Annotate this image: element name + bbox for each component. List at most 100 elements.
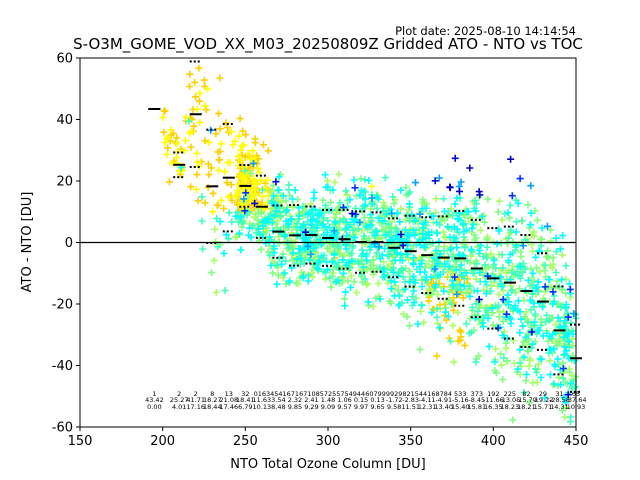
chart-title: S-O3M_GOME_VOD_XX_M03_20250809Z Gridded … (73, 35, 583, 54)
y-tick-label: 60 (56, 52, 73, 67)
bin-mean-label: 1.48 (321, 396, 335, 404)
bin-annotations: 143.420.00225.274.01241.7117.16818.2718.… (145, 390, 586, 411)
bin-std-label: 9.29 (304, 403, 318, 411)
bin-std-label: 10.13 (253, 403, 272, 411)
bin-mean-label: -28.58 (549, 396, 570, 404)
bin-mean-label: -8.45 (468, 396, 485, 404)
bin-count-label: 9446 (353, 390, 370, 398)
y-tick-label: -60 (52, 421, 73, 436)
bin-count-label: 4541 (270, 390, 287, 398)
bin-mean-label: 41.71 (186, 396, 205, 404)
bin-mean-label: 21.08 (219, 396, 238, 404)
bin-statistics (148, 60, 582, 393)
bin-count-label: 0163 (254, 390, 271, 398)
bin-std-label: 17.16 (186, 403, 205, 411)
bin-std-label: 9.65 (370, 403, 384, 411)
bin-count-label: 5754 (336, 390, 353, 398)
bin-count-label: 8215 (402, 390, 419, 398)
x-tick-label: 300 (316, 434, 341, 449)
y-tick-label: 0 (65, 236, 73, 251)
x-axis-label: NTO Total Ozone Column [DU] (230, 457, 426, 472)
bin-std-label: 6.79 (238, 403, 252, 411)
y-tick-label: -40 (52, 359, 73, 374)
bin-mean-label: 2.32 (288, 396, 302, 404)
x-tick-label: 450 (564, 434, 589, 449)
bin-mean-label: -2.83 (402, 396, 419, 404)
bin-std-label: 9.09 (321, 403, 335, 411)
bin-count-label: 9929 (386, 390, 403, 398)
bin-std-label: 0.00 (147, 403, 161, 411)
bin-count-label: 0799 (369, 390, 386, 398)
bin-std-label: 13.40 (434, 403, 453, 411)
bin-count-label: 8784 (435, 390, 452, 398)
bin-mean-label: -15.79 (516, 396, 537, 404)
bin-mean-label: 2.41 (304, 396, 318, 404)
bin-count-label: 4416 (419, 390, 436, 398)
bin-count-label: 31 (555, 390, 563, 398)
bin-mean-label: -4.11 (419, 396, 436, 404)
bin-count-label: 7108 (303, 390, 320, 398)
bin-count-label: 373 (471, 390, 483, 398)
bin-mean-label: 18.27 (203, 396, 222, 404)
bin-mean-label: 11.63 (253, 396, 272, 404)
scatter-points (159, 64, 580, 426)
bin-mean-label: 0.13 (370, 396, 384, 404)
bin-mean-label: -11.66 (483, 396, 504, 404)
bin-std-label: 8.48 (271, 403, 285, 411)
bin-std-label: 17.46 (219, 403, 238, 411)
x-tick-label: 200 (150, 434, 175, 449)
bin-std-label: 9.58 (387, 403, 401, 411)
x-tick-label: 400 (481, 434, 506, 449)
bin-count-label: 2 (194, 390, 198, 398)
bin-mean-label: 1.06 (337, 396, 351, 404)
bin-count-label: 225 (504, 390, 516, 398)
y-axis-label: ATO - NTO [DU] (20, 192, 35, 293)
bin-mean-label: 18.41 (236, 396, 255, 404)
bin-std-label: 9.97 (354, 403, 368, 411)
bin-count-label: 192 (487, 390, 499, 398)
bin-count-label: 5725 (320, 390, 337, 398)
bin-std-label: 11.51 (401, 403, 420, 411)
bin-count-label: 2 (177, 390, 181, 398)
bin-count-label: 82 (522, 390, 530, 398)
bin-std-label: 16.35 (484, 403, 503, 411)
y-axis-ticks: -60 -40 -20 0 20 40 60 (52, 52, 80, 436)
bin-std-label: 15.40 (451, 403, 470, 411)
bin-std-label: 9.57 (337, 403, 351, 411)
bin-std-label: 14.31 (550, 403, 569, 411)
bin-mean-label: -1.72 (386, 396, 403, 404)
x-tick-label: 250 (233, 434, 258, 449)
bin-mean-label: -13.05 (499, 396, 520, 404)
bin-mean-label: -4.91 (435, 396, 452, 404)
bin-std-label: 18.21 (517, 403, 536, 411)
y-tick-label: -20 (52, 298, 73, 313)
bin-count-label: 29 (539, 390, 547, 398)
bin-count-label: 8 (210, 390, 214, 398)
y-tick-label: 40 (56, 113, 73, 128)
bin-mean-label: 3.54 (271, 396, 285, 404)
bin-mean-label: 43.42 (145, 396, 164, 404)
x-tick-label: 350 (398, 434, 423, 449)
bin-std-label: 9.85 (288, 403, 302, 411)
bin-std-label: 4.01 (172, 403, 186, 411)
bin-count-label: 32 (241, 390, 249, 398)
bin-mean-label: -5.16 (452, 396, 469, 404)
plot-date: Plot date: 2025-08-10 14:14:54 (395, 24, 576, 38)
bin-std-label: 12.31 (418, 403, 437, 411)
bin-std-label: 18.23 (501, 403, 520, 411)
bin-count-label: 13 (225, 390, 233, 398)
x-tick-label: 150 (68, 434, 93, 449)
bin-mean-label: 0.15 (354, 396, 368, 404)
bin-std-label: 15.81 (467, 403, 486, 411)
bin-mean-label: -19.22 (532, 396, 553, 404)
bin-std-label: 18.44 (203, 403, 222, 411)
bin-std-label: 15.71 (534, 403, 553, 411)
scatter-point-group (251, 154, 572, 399)
bin-count-label: 6716 (287, 390, 304, 398)
bin-count-label: 1 (152, 390, 156, 398)
bin-count-label: 533 (454, 390, 466, 398)
x-axis-ticks: 150 200 250 300 350 400 450 (68, 427, 589, 449)
bin-mean-label: 25.27 (170, 396, 189, 404)
y-tick-label: 20 (56, 175, 73, 190)
